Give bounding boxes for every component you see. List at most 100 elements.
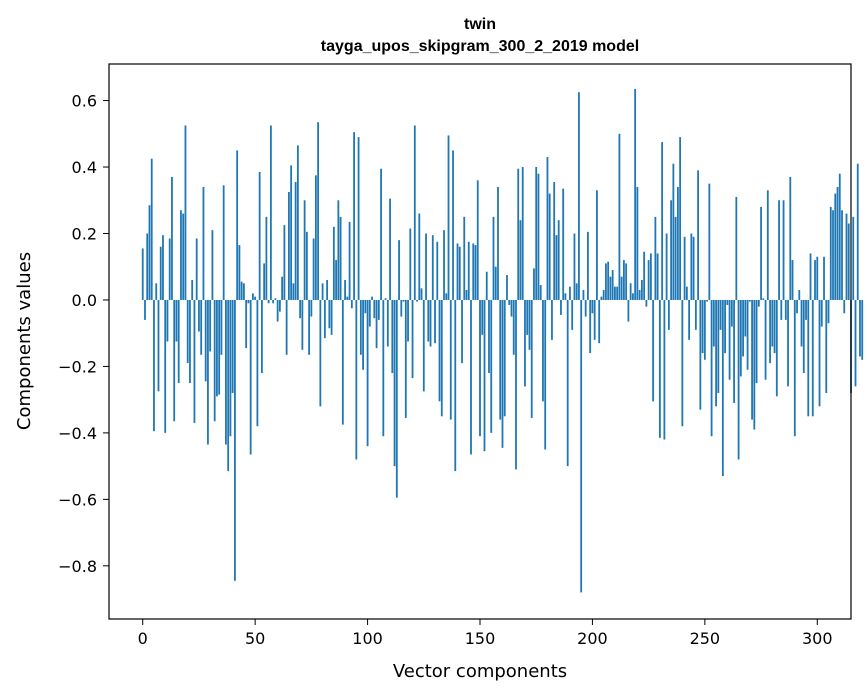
bar bbox=[211, 230, 214, 300]
bar bbox=[573, 233, 576, 300]
bar bbox=[582, 289, 585, 300]
bar bbox=[303, 200, 306, 300]
bar bbox=[721, 299, 724, 477]
bar bbox=[359, 299, 362, 355]
bar bbox=[809, 253, 812, 300]
bar bbox=[638, 289, 641, 300]
bar bbox=[341, 299, 344, 425]
bar bbox=[753, 299, 756, 430]
bar bbox=[591, 299, 594, 314]
bar bbox=[665, 233, 668, 300]
bar bbox=[195, 238, 198, 300]
bar bbox=[422, 299, 425, 392]
bar bbox=[566, 299, 569, 467]
bar bbox=[611, 270, 614, 300]
bar bbox=[820, 299, 823, 327]
chart-subtitle: tayga_upos_skipgram_300_2_2019 model bbox=[321, 38, 639, 55]
bar bbox=[355, 299, 358, 460]
bar bbox=[420, 288, 423, 300]
bar bbox=[852, 216, 855, 300]
bar bbox=[856, 163, 859, 300]
bar bbox=[618, 133, 621, 300]
bar bbox=[616, 286, 619, 300]
bar bbox=[335, 260, 337, 300]
bar bbox=[290, 165, 293, 300]
bar bbox=[254, 296, 257, 300]
bar bbox=[609, 276, 612, 300]
bar bbox=[845, 213, 848, 300]
bar bbox=[697, 170, 699, 300]
bar bbox=[629, 283, 632, 300]
bar bbox=[501, 299, 504, 448]
bar bbox=[252, 293, 254, 300]
bar bbox=[317, 122, 320, 300]
bar bbox=[506, 275, 508, 300]
bar bbox=[485, 271, 488, 300]
bar bbox=[800, 299, 803, 347]
bar bbox=[814, 260, 816, 300]
x-tick-label: 50 bbox=[245, 629, 265, 648]
bar bbox=[395, 299, 398, 498]
bar bbox=[663, 299, 666, 440]
bar bbox=[175, 299, 178, 342]
bar bbox=[404, 299, 407, 418]
bar bbox=[141, 248, 144, 300]
bar bbox=[681, 299, 684, 427]
bar bbox=[679, 137, 682, 300]
bar bbox=[589, 299, 592, 354]
bar bbox=[825, 299, 828, 394]
bar bbox=[213, 299, 216, 422]
bar bbox=[209, 299, 212, 352]
bar bbox=[294, 181, 297, 300]
bar bbox=[816, 256, 819, 300]
bar bbox=[393, 299, 396, 467]
bar bbox=[735, 196, 738, 300]
bar bbox=[222, 185, 225, 300]
bar bbox=[724, 299, 726, 354]
bar bbox=[519, 220, 522, 300]
bar bbox=[719, 299, 722, 330]
bar bbox=[712, 299, 715, 347]
bar bbox=[708, 183, 711, 300]
bar bbox=[346, 296, 349, 300]
bar bbox=[528, 299, 531, 350]
bar bbox=[173, 299, 176, 422]
bar bbox=[717, 299, 720, 394]
bar bbox=[371, 296, 373, 300]
bar bbox=[465, 289, 468, 300]
bar bbox=[625, 263, 628, 300]
bar bbox=[854, 299, 857, 387]
bar bbox=[413, 125, 416, 300]
bar bbox=[357, 137, 360, 300]
bar bbox=[236, 150, 239, 300]
bar bbox=[337, 200, 340, 300]
bar bbox=[267, 299, 270, 304]
bar bbox=[472, 243, 475, 300]
bar bbox=[823, 256, 825, 300]
bar bbox=[330, 299, 333, 335]
bar bbox=[755, 299, 758, 384]
bar bbox=[802, 299, 805, 374]
bar bbox=[598, 299, 601, 344]
bar bbox=[672, 163, 675, 300]
bar bbox=[384, 298, 387, 300]
bar bbox=[548, 193, 551, 300]
bar bbox=[807, 299, 810, 417]
bar bbox=[263, 263, 266, 300]
bar bbox=[744, 299, 747, 337]
bar bbox=[751, 299, 753, 420]
bar bbox=[490, 299, 493, 433]
bar bbox=[155, 283, 158, 300]
bar bbox=[796, 299, 798, 314]
bar bbox=[438, 299, 441, 402]
bar bbox=[649, 253, 652, 300]
bar bbox=[694, 299, 697, 330]
bar bbox=[764, 299, 767, 380]
bar bbox=[202, 186, 205, 300]
bar bbox=[623, 260, 625, 300]
bar bbox=[481, 299, 484, 335]
bar bbox=[688, 299, 691, 340]
bar bbox=[569, 286, 571, 300]
bar bbox=[436, 241, 439, 300]
